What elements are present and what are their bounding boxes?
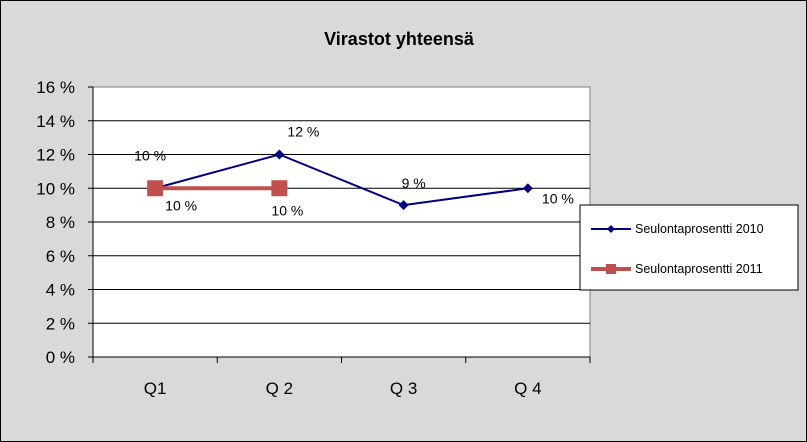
series-layer <box>147 149 533 211</box>
data-point-square <box>147 180 164 197</box>
legend-label-2010: Seulontaprosentti 2010 <box>635 222 764 236</box>
x-axis: Q1 Q 2 Q 3 Q 4 <box>92 356 591 398</box>
data-point-diamond <box>398 200 409 211</box>
x-tick-label: Q1 <box>144 379 167 398</box>
legend-square-marker <box>606 264 616 274</box>
chart-title: Virastot yhteensä <box>324 29 475 49</box>
legend-diamond-marker <box>607 225 615 233</box>
data-point-diamond <box>274 149 285 160</box>
data-label: 10 % <box>542 190 574 206</box>
y-tick-label: 2 % <box>46 314 75 333</box>
legend: Seulontaprosentti 2010 Seulontaprosentti… <box>579 204 799 291</box>
y-tick-label: 16 % <box>36 78 75 97</box>
y-tick-label: 14 % <box>36 112 75 131</box>
data-label: 12 % <box>287 124 319 140</box>
legend-label-2011: Seulontaprosentti 2011 <box>635 262 763 276</box>
y-tick-label: 6 % <box>46 247 75 266</box>
y-axis: 0 % 2 % 4 % 6 % 8 % 10 % 12 % 14 % 16 % <box>36 78 94 367</box>
y-tick-label: 0 % <box>46 348 75 367</box>
data-labels: 10 % 12 % 9 % 10 % 10 % 10 % <box>134 124 574 219</box>
data-label: 9 % <box>402 175 426 191</box>
data-point-square <box>271 180 288 197</box>
data-label: 10 % <box>165 197 197 213</box>
y-tick-label: 10 % <box>36 179 75 198</box>
series-line-0 <box>154 153 529 207</box>
data-label: 10 % <box>271 202 303 218</box>
y-tick-label: 8 % <box>46 213 75 232</box>
y-tick-label: 4 % <box>46 281 75 300</box>
legend-box <box>579 204 799 291</box>
y-tick-label: 12 % <box>36 146 75 165</box>
data-label: 10 % <box>134 147 166 163</box>
data-point-diamond <box>522 183 533 194</box>
x-tick-label: Q 4 <box>514 379 541 398</box>
x-tick-label: Q 3 <box>390 379 417 398</box>
x-tick-label: Q 2 <box>266 379 293 398</box>
